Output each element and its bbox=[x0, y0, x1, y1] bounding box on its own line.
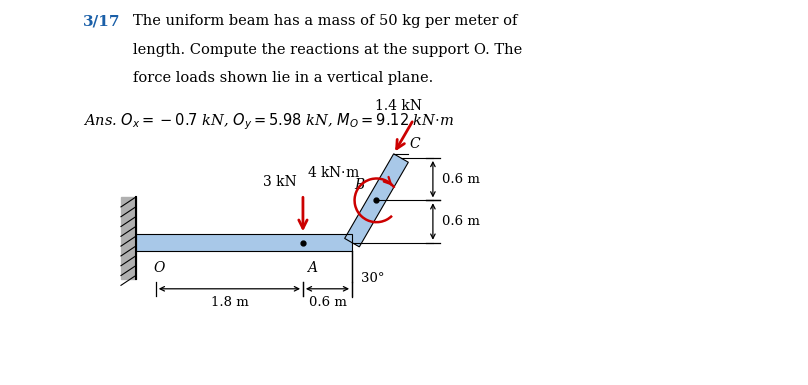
Text: 4 kN$\cdot$m: 4 kN$\cdot$m bbox=[307, 165, 360, 180]
Text: 0.6 m: 0.6 m bbox=[442, 173, 480, 186]
Text: Ans. $O_x = -0.7$ kN, $O_y = 5.98$ kN, $M_O = 9.12$ kN$\cdot$m: Ans. $O_x = -0.7$ kN, $O_y = 5.98$ kN, $… bbox=[83, 112, 454, 132]
Text: A: A bbox=[307, 261, 317, 275]
Text: O: O bbox=[154, 261, 166, 275]
Text: B: B bbox=[355, 178, 364, 192]
Polygon shape bbox=[345, 154, 408, 247]
Text: C: C bbox=[409, 137, 419, 151]
Text: 1.8 m: 1.8 m bbox=[211, 296, 248, 309]
Text: 0.6 m: 0.6 m bbox=[309, 296, 347, 309]
Text: 30°: 30° bbox=[361, 272, 385, 285]
Text: 0.6 m: 0.6 m bbox=[442, 215, 480, 228]
Bar bbox=[136, 234, 352, 251]
Bar bbox=[136, 234, 352, 251]
Text: The uniform beam has a mass of 50 kg per meter of: The uniform beam has a mass of 50 kg per… bbox=[133, 14, 517, 28]
Text: length. Compute the reactions at the support O. The: length. Compute the reactions at the sup… bbox=[133, 43, 522, 57]
Text: 3 kN: 3 kN bbox=[263, 174, 297, 189]
Text: 3/17: 3/17 bbox=[83, 14, 120, 28]
Text: 1.4 kN: 1.4 kN bbox=[375, 99, 422, 114]
Bar bbox=[121, 197, 136, 280]
Text: force loads shown lie in a vertical plane.: force loads shown lie in a vertical plan… bbox=[133, 71, 433, 85]
